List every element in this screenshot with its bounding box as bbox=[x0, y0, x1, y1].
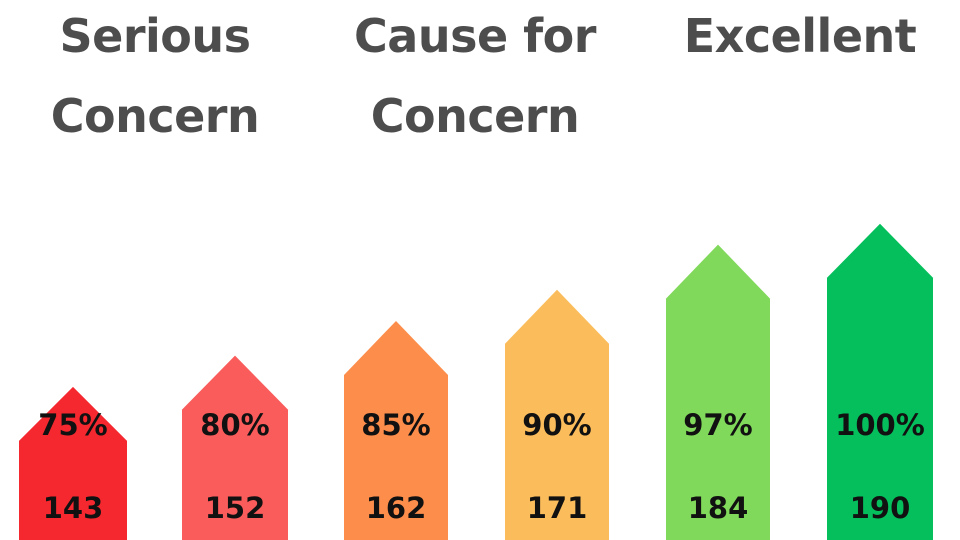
category-label-5: 97% bbox=[683, 408, 752, 442]
arrow-bar-4 bbox=[505, 289, 609, 540]
heading-serious-line-2: Concern bbox=[50, 89, 260, 143]
arrow-bar-2 bbox=[182, 355, 288, 540]
value-label-6: 190 bbox=[850, 491, 911, 525]
arrow-bar-6 bbox=[827, 223, 933, 540]
category-label-2: 80% bbox=[200, 408, 269, 442]
category-label-1: 75% bbox=[38, 408, 107, 442]
value-label-4: 171 bbox=[527, 491, 588, 525]
arrow-bar-5 bbox=[666, 244, 770, 540]
category-label-3: 85% bbox=[361, 408, 430, 442]
heading-serious-concern: Serious Concern bbox=[15, 0, 295, 156]
heading-cause-line-2: Concern bbox=[370, 89, 580, 143]
value-label-2: 152 bbox=[205, 491, 266, 525]
value-label-5: 184 bbox=[688, 491, 749, 525]
heading-serious-line-1: Serious bbox=[59, 9, 251, 63]
heading-cause-for-concern: Cause for Concern bbox=[325, 0, 625, 156]
arrow-bar-1 bbox=[19, 386, 127, 540]
heading-excellent-line-1: Excellent bbox=[683, 9, 917, 63]
arrow-bar-3 bbox=[344, 320, 448, 540]
category-label-6: 100% bbox=[835, 408, 925, 442]
value-label-3: 162 bbox=[366, 491, 427, 525]
heading-excellent: Excellent bbox=[650, 0, 950, 76]
category-label-4: 90% bbox=[522, 408, 591, 442]
value-label-1: 143 bbox=[43, 491, 104, 525]
heading-cause-line-1: Cause for bbox=[354, 9, 596, 63]
